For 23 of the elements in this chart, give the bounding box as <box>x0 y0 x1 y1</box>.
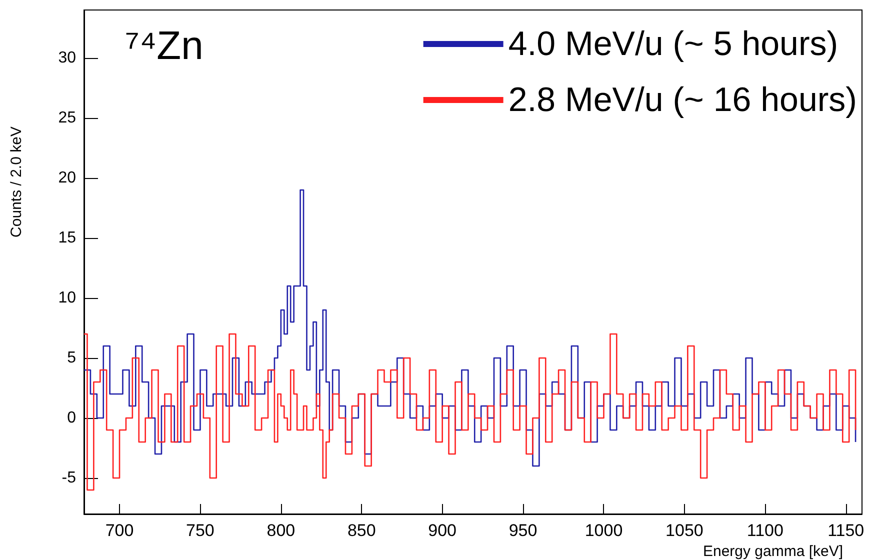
annotation: ⁷⁴Zn <box>125 24 204 68</box>
y-tick-label: 25 <box>58 110 76 126</box>
y-tick-label: 30 <box>58 50 76 66</box>
y-axis-title: Counts / 2.0 keV <box>8 126 25 238</box>
y-tick-label: 20 <box>58 170 76 186</box>
y-tick-label: 10 <box>58 290 76 306</box>
x-tick-label: 1050 <box>666 521 704 540</box>
x-tick-label: 950 <box>508 521 538 540</box>
x-tick-label: 750 <box>186 521 214 540</box>
x-axis-title: Energy gamma [keV] <box>702 542 844 560</box>
legend-label: 2.8 MeV/u (~ 16 hours) <box>508 81 858 119</box>
x-tick-label: 1100 <box>746 521 784 540</box>
y-tick-label: 0 <box>67 410 76 426</box>
x-tick-label: 800 <box>266 521 296 540</box>
x-tick-label: 850 <box>347 521 376 540</box>
legend-label: 4.0 MeV/u (~ 5 hours) <box>508 25 838 63</box>
y-tick-label: -5 <box>62 470 76 486</box>
y-tick-label: 5 <box>67 350 76 366</box>
y-tick-label: 15 <box>58 230 76 246</box>
x-tick-label: 900 <box>428 521 457 540</box>
x-tick-label: 1150 <box>828 521 864 540</box>
x-tick-label: 700 <box>105 521 134 540</box>
x-tick-label: 1000 <box>584 521 623 540</box>
